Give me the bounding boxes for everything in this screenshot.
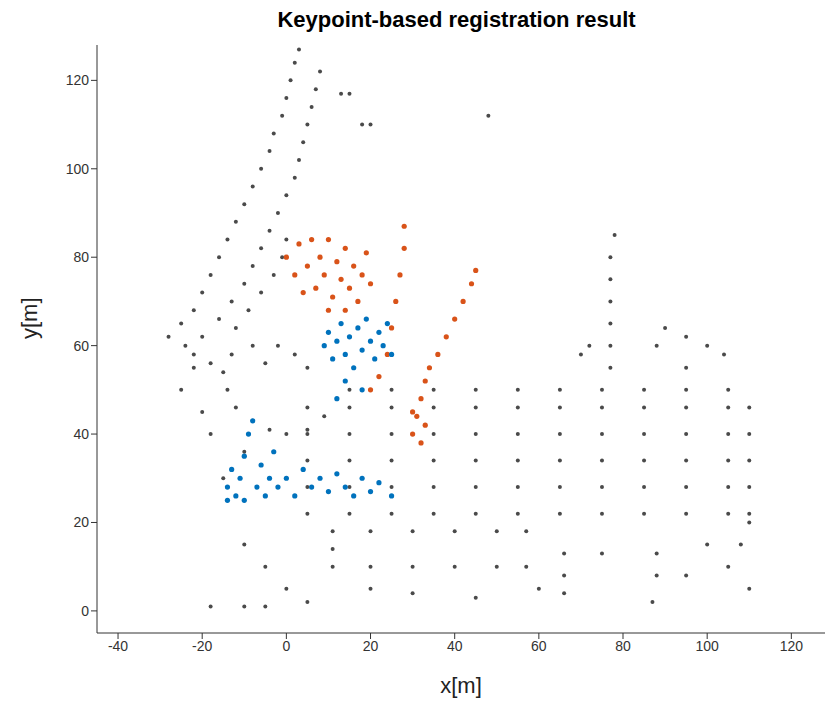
svg-text:-40: -40: [108, 638, 128, 654]
svg-text:0: 0: [81, 603, 89, 619]
svg-text:40: 40: [73, 426, 89, 442]
svg-text:y[m]: y[m]: [17, 297, 42, 339]
svg-text:20: 20: [73, 514, 89, 530]
svg-text:40: 40: [447, 638, 463, 654]
svg-text:100: 100: [695, 638, 719, 654]
svg-text:80: 80: [73, 249, 89, 265]
svg-text:120: 120: [66, 72, 90, 88]
html-text:Keypoint-based registration re: Keypoint-based registration result: [277, 7, 636, 32]
svg-text:60: 60: [73, 338, 89, 354]
svg-text:60: 60: [531, 638, 547, 654]
svg-text:120: 120: [780, 638, 804, 654]
svg-text:80: 80: [615, 638, 631, 654]
svg-text:0: 0: [282, 638, 290, 654]
svg-text:100: 100: [66, 161, 90, 177]
svg-text:x[m]: x[m]: [440, 673, 482, 698]
svg-text:-20: -20: [192, 638, 212, 654]
svg-text:20: 20: [363, 638, 379, 654]
